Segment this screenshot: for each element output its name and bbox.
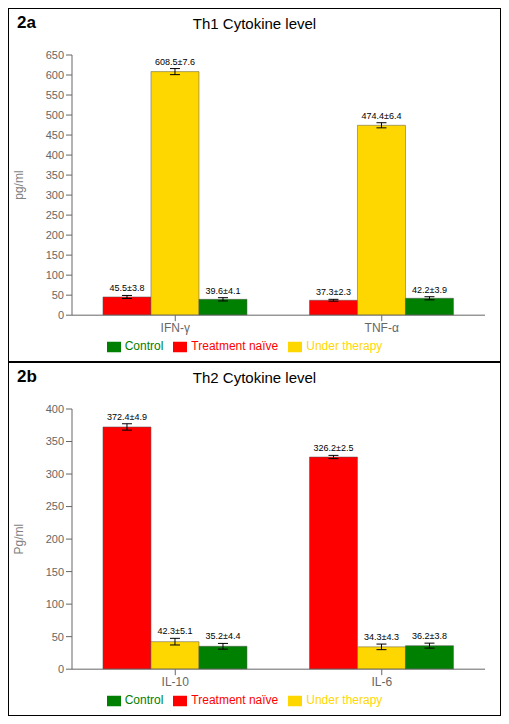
svg-text:550: 550 (46, 89, 64, 101)
svg-text:37.3±2.3: 37.3±2.3 (316, 287, 351, 297)
svg-text:100: 100 (46, 269, 64, 281)
svg-text:50: 50 (52, 289, 64, 301)
svg-text:326.2±2.5: 326.2±2.5 (313, 443, 353, 453)
svg-text:500: 500 (46, 109, 64, 121)
svg-text:474.4±6.4: 474.4±6.4 (361, 111, 401, 121)
svg-text:42.3±5.1: 42.3±5.1 (157, 626, 192, 636)
svg-text:36.2±3.8: 36.2±3.8 (412, 631, 447, 641)
html-text:2b: 2b (17, 367, 37, 386)
svg-text:35.2±4.4: 35.2±4.4 (205, 631, 240, 641)
svg-text:400: 400 (46, 149, 64, 161)
svg-text:608.5±7.6: 608.5±7.6 (155, 57, 195, 67)
svg-text:250: 250 (46, 500, 64, 512)
svg-text:50: 50 (52, 631, 64, 643)
svg-text:150: 150 (46, 566, 64, 578)
html-text:Th1 Cytokine level: Th1 Cytokine level (192, 15, 317, 32)
html-text:Under therapy: Under therapy (306, 693, 383, 708)
svg-text:300: 300 (46, 189, 64, 201)
html-text:Control: Control (124, 693, 164, 708)
svg-text:400: 400 (46, 403, 64, 415)
svg-text:150: 150 (46, 249, 64, 261)
svg-text:300: 300 (46, 468, 64, 480)
svg-text:42.2±3.9: 42.2±3.9 (412, 285, 447, 295)
svg-text:TNF-α: TNF-α (365, 321, 399, 335)
svg-text:Pg/ml: Pg/ml (12, 524, 26, 555)
svg-text:200: 200 (46, 229, 64, 241)
svg-text:IFN-γ: IFN-γ (161, 321, 190, 335)
svg-text:100: 100 (46, 598, 64, 610)
svg-text:350: 350 (46, 435, 64, 447)
svg-text:600: 600 (46, 69, 64, 81)
html-text:Treatment naïve: Treatment naïve (191, 339, 279, 354)
svg-text:39.6±4.1: 39.6±4.1 (205, 286, 240, 296)
html-text:Th2 Cytokine level: Th2 Cytokine level (192, 369, 317, 386)
svg-text:350: 350 (46, 169, 64, 181)
svg-text:200: 200 (46, 533, 64, 545)
svg-text:450: 450 (46, 129, 64, 141)
svg-text:0: 0 (58, 309, 64, 321)
svg-text:IL-10: IL-10 (162, 675, 190, 689)
svg-text:45.5±3.8: 45.5±3.8 (109, 283, 144, 293)
svg-text:IL-6: IL-6 (371, 675, 392, 689)
svg-text:pg/ml: pg/ml (12, 170, 26, 199)
svg-text:0: 0 (58, 663, 64, 675)
svg-text:250: 250 (46, 209, 64, 221)
html-text:Treatment naïve: Treatment naïve (191, 693, 279, 708)
svg-text:34.3±4.3: 34.3±4.3 (364, 632, 399, 642)
svg-text:650: 650 (46, 49, 64, 61)
html-text:Under therapy: Under therapy (306, 339, 383, 354)
svg-text:372.4±4.9: 372.4±4.9 (107, 412, 147, 422)
html-text:Control: Control (124, 339, 164, 354)
html-text:2a: 2a (17, 13, 36, 32)
